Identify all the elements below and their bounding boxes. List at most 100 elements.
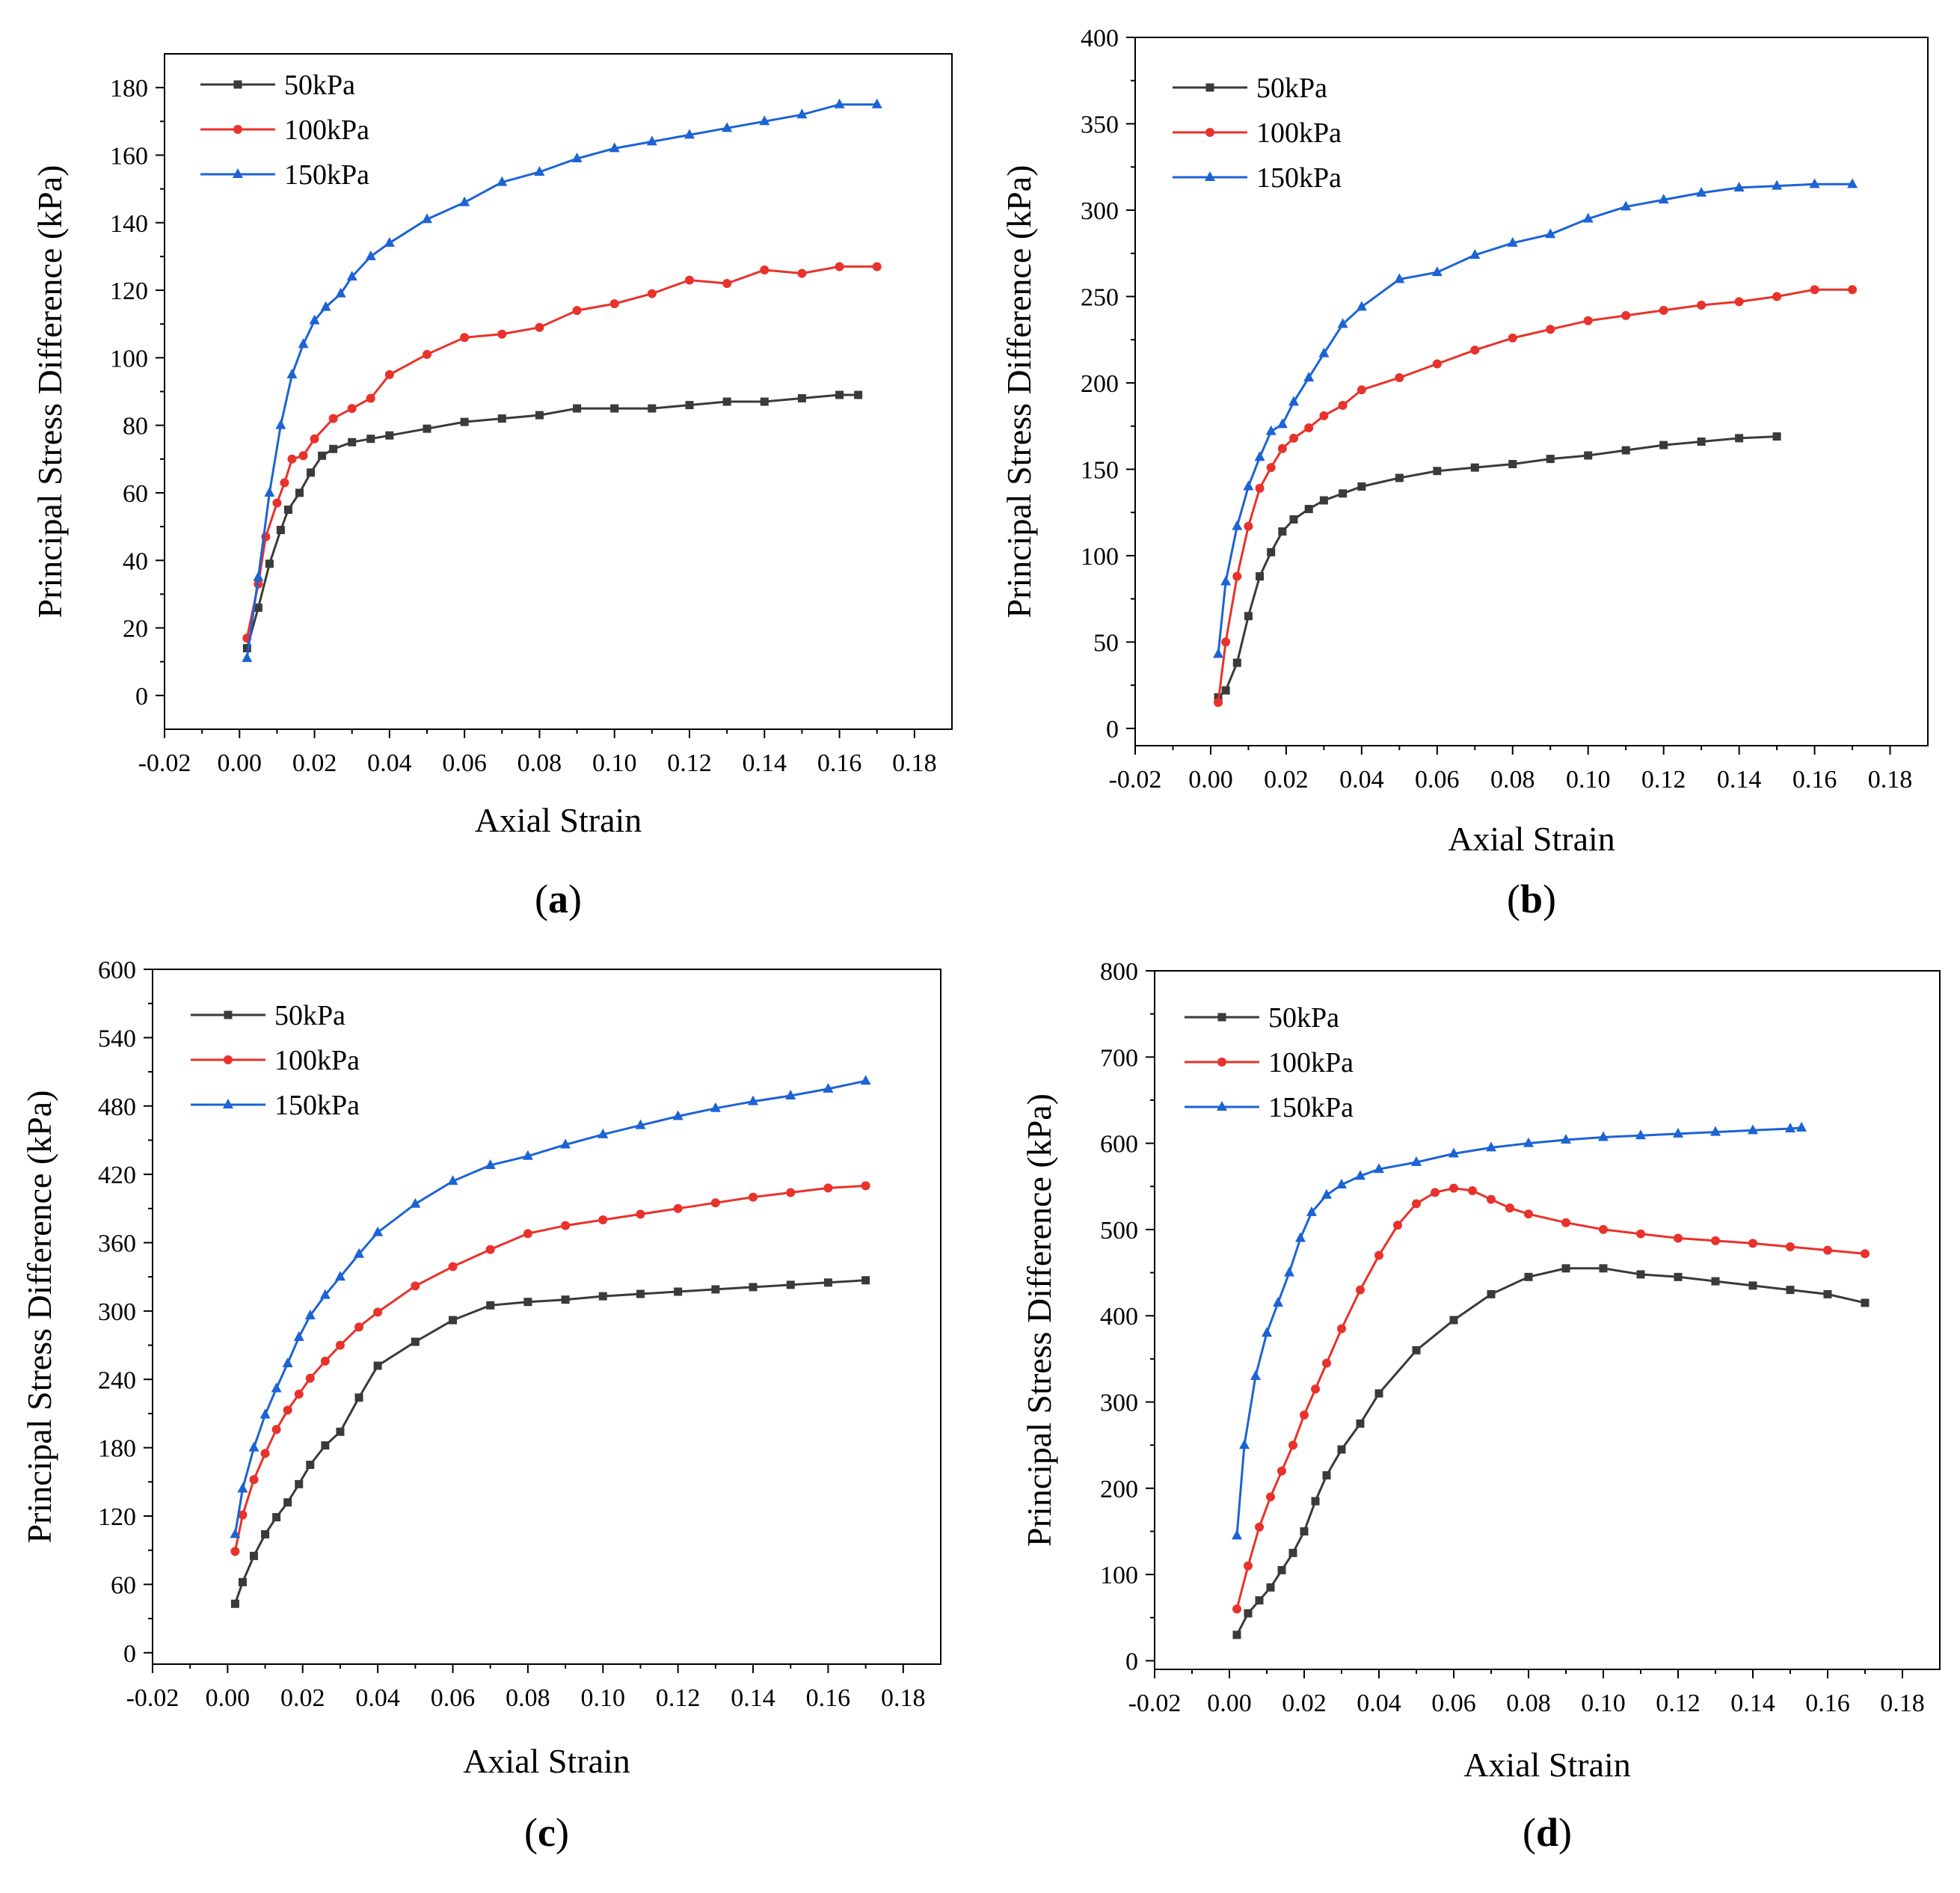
data-point: [321, 1441, 330, 1450]
plot-frame: [164, 53, 953, 730]
series-line: [245, 265, 877, 639]
x-tick-label: 0.06: [431, 1684, 476, 1712]
data-point: [1545, 228, 1556, 239]
legend-marker: [224, 1010, 233, 1019]
data-point: [283, 1405, 292, 1415]
data-point: [1277, 1565, 1286, 1574]
data-point: [295, 1479, 304, 1488]
data-point: [1356, 1419, 1365, 1428]
x-tick-label: 0.00: [1207, 1690, 1252, 1717]
data-point: [264, 486, 275, 497]
x-tick-label: 0.04: [1339, 766, 1384, 794]
data-point: [1505, 1203, 1514, 1213]
data-point: [1620, 200, 1632, 211]
data-point: [271, 1382, 282, 1393]
data-point: [796, 108, 808, 119]
data-point: [1322, 1471, 1331, 1480]
data-point: [1288, 1548, 1297, 1557]
data-point: [1524, 1209, 1533, 1219]
data-point: [871, 98, 882, 108]
series-line: [1235, 1126, 1802, 1536]
data-point: [1449, 1183, 1458, 1193]
data-point: [346, 270, 357, 280]
data-point: [1823, 1245, 1832, 1255]
data-point: [497, 329, 507, 339]
x-tick-label: 0.04: [367, 749, 412, 777]
data-point: [1431, 1188, 1440, 1197]
chart-panel-a: -0.02 0.00 0.02 0.04 0.06 0.08 0.10 0.12 0.14 0.1…: [31, 53, 953, 921]
data-point: [711, 1285, 720, 1294]
data-point: [1394, 273, 1405, 283]
y-tick-label: 100: [110, 345, 148, 372]
y-tick-label: 480: [98, 1093, 136, 1121]
y-tick-label: 250: [1081, 283, 1119, 311]
data-point: [1796, 1121, 1807, 1132]
data-point: [1734, 297, 1744, 307]
data-point: [835, 390, 844, 399]
data-point: [366, 393, 375, 403]
data-point: [823, 1082, 834, 1093]
legend-label: 150kPa: [1268, 1092, 1354, 1123]
data-point: [287, 454, 297, 464]
data-point: [1357, 385, 1366, 395]
data-point: [1266, 1583, 1275, 1592]
data-point: [560, 1138, 571, 1149]
data-point: [1748, 1281, 1757, 1290]
data-point: [1697, 301, 1706, 310]
y-tick-label: 0: [123, 1640, 136, 1668]
x-tick-label: 0.08: [506, 1684, 550, 1712]
data-point: [685, 401, 694, 410]
panel-caption: (b): [1507, 877, 1556, 921]
data-point: [1470, 463, 1479, 472]
data-point: [1470, 346, 1480, 355]
data-point: [1255, 1596, 1264, 1605]
data-point: [1621, 446, 1630, 455]
panel-caption: (a): [535, 877, 582, 921]
x-tick-label: -0.02: [126, 1684, 179, 1712]
data-point: [384, 369, 394, 379]
data-point: [1232, 1604, 1241, 1614]
series-line: [245, 393, 858, 649]
data-point: [1393, 1221, 1402, 1230]
data-point: [250, 1551, 259, 1560]
data-point: [1733, 181, 1745, 191]
data-point: [485, 1159, 496, 1169]
data-point: [1561, 1218, 1570, 1227]
y-tick-label: 400: [1100, 1303, 1138, 1331]
legend-label: 50kPa: [274, 1000, 345, 1031]
data-point: [1546, 325, 1555, 334]
data-point: [1374, 1163, 1384, 1173]
x-tick-label: 0.16: [1805, 1690, 1850, 1717]
data-point: [1319, 411, 1329, 420]
data-point: [1598, 1131, 1609, 1141]
data-point: [304, 1309, 316, 1319]
data-point: [230, 1599, 239, 1608]
x-tick-label: 0.10: [1566, 766, 1611, 794]
legend-item-50kPa: 50kPa: [200, 70, 355, 101]
data-point: [834, 98, 845, 108]
legend-marker: [224, 1055, 233, 1064]
data-point: [354, 1393, 363, 1402]
data-point: [535, 322, 544, 332]
data-point: [347, 404, 357, 414]
data-point: [1786, 1242, 1795, 1251]
y-tick-label: 20: [123, 616, 148, 643]
data-point: [1356, 1285, 1365, 1295]
data-point: [305, 1373, 315, 1383]
series-50kPa: [230, 1276, 870, 1608]
data-point: [1289, 515, 1298, 524]
x-axis-label: Axial Strain: [475, 801, 642, 839]
data-point: [1288, 396, 1299, 406]
series-line: [1235, 1267, 1866, 1636]
data-point: [237, 1482, 248, 1493]
y-axis-label: Principal Stress Difference (kPa): [20, 1090, 58, 1544]
data-point: [335, 1340, 345, 1350]
data-point: [598, 1292, 607, 1301]
data-point: [230, 1528, 241, 1538]
legend-item-50kPa: 50kPa: [1185, 1002, 1339, 1034]
y-tick-label: 180: [110, 75, 148, 102]
x-tick-label: 0.02: [292, 749, 337, 777]
legend-item-100kPa: 100kPa: [1185, 1047, 1354, 1079]
data-point: [282, 1357, 293, 1367]
x-tick-label: 0.02: [1282, 1690, 1327, 1717]
